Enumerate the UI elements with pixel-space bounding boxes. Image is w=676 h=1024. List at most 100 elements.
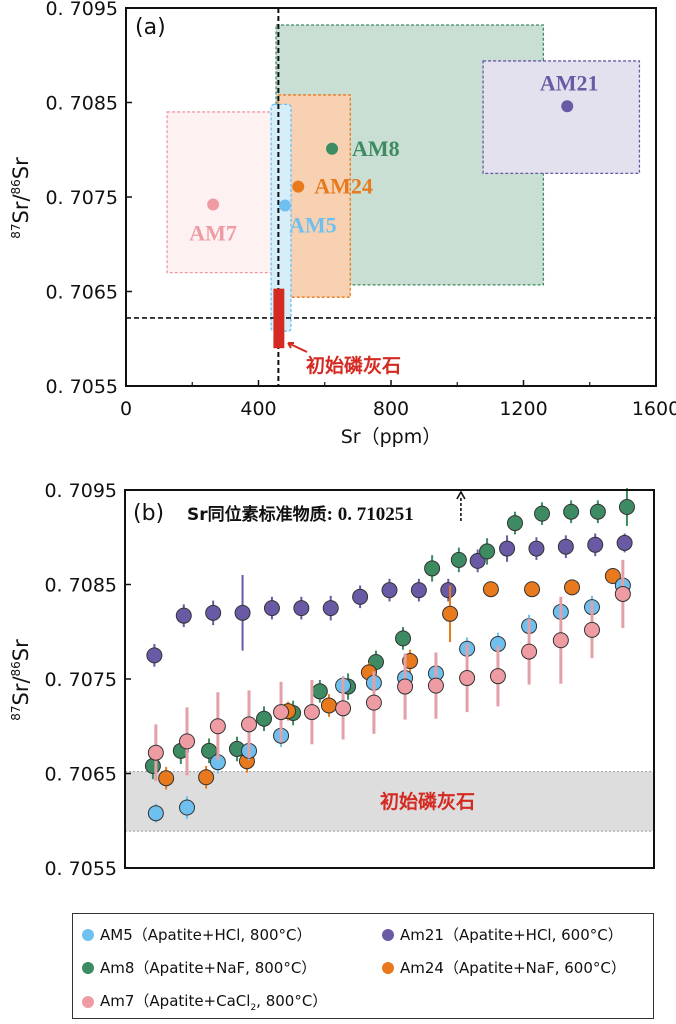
point-am24: [292, 180, 305, 193]
legend-label-post: , 800°C）: [256, 992, 328, 1010]
data-point-am7: [273, 704, 290, 721]
y-label-sup-87: 87: [9, 224, 23, 239]
legend-dot-icon: [382, 961, 394, 974]
y-tick-label: 0. 7095: [44, 480, 117, 502]
data-point-am21: [528, 540, 545, 557]
point-am8: [326, 142, 339, 155]
x-tick-label: 800: [373, 398, 409, 420]
data-point-am8: [618, 499, 635, 516]
x-axis-label: Sr（ppm）: [341, 426, 442, 448]
data-point-am24: [524, 581, 541, 598]
data-point-am5: [147, 805, 164, 822]
y-label-sup-87: 87: [9, 706, 23, 721]
panel-label: (a): [135, 15, 166, 40]
axis-ticks: 0 400 800 1200 1600 0. 7055 0. 7065 0. 7075 0. 7…: [45, 0, 676, 420]
data-point-am8: [424, 560, 441, 577]
data-point-am24: [320, 697, 337, 714]
data-point-am7: [583, 621, 600, 638]
chart-panel-b: 初始磷灰石 0. 7055 0. 7065 0. 7075 0. 7085 0. 709…: [9, 480, 655, 880]
data-point-am8: [479, 543, 496, 560]
data-point-am21: [616, 534, 633, 551]
legend-dot-icon: [82, 961, 94, 974]
data-point-am8: [506, 515, 523, 532]
initial-apatite-marker: 初始磷灰石: [287, 342, 401, 377]
legend-item-am5: AM5（Apatite+HCl, 800°C）: [82, 924, 312, 945]
legend-label: Am24（Apatite+NaF, 600°C）: [400, 959, 626, 977]
data-point-am7: [489, 668, 506, 685]
point-label-am8: AM8: [352, 136, 400, 161]
data-point-am8: [450, 551, 467, 568]
arrow-icon: [287, 342, 308, 353]
x-tick-label: 0: [120, 398, 132, 420]
data-point-am21: [175, 607, 192, 624]
point-label-am21: AM21: [540, 70, 599, 95]
point-am21: [561, 100, 574, 113]
data-point-am21: [410, 582, 427, 599]
data-point-am7: [303, 704, 320, 721]
data-point-am21: [557, 538, 574, 555]
data-point-am8: [534, 505, 551, 522]
data-point-am24: [442, 605, 459, 622]
data-point-am21: [381, 582, 398, 599]
data-point-am7: [614, 585, 631, 602]
data-point-am7: [179, 733, 196, 750]
data-point-am24: [198, 769, 215, 786]
standard-label: Sr同位素标准物质: [187, 504, 327, 525]
data-point-am24: [604, 567, 621, 584]
data-point-am7: [427, 677, 444, 694]
standard-annotation: Sr同位素标准物质: 0. 710251: [187, 504, 414, 525]
y-tick-label: 0. 7075: [44, 669, 117, 691]
data-points: [144, 488, 635, 823]
range-box-am21: [482, 60, 641, 175]
legend-label: Am7（Apatite+CaCl2, 800°C）: [100, 990, 327, 1013]
initial-apatite-bar: [273, 288, 285, 349]
chart-panel-a: AM8 AM7 AM24 AM5 AM21 0 400 800 1200 1600 0. 7055…: [9, 0, 676, 448]
legend-item-am7: Am7（Apatite+CaCl2, 800°C）: [82, 990, 327, 1013]
standard-arrow-head: [456, 490, 466, 500]
y-tick-label: 0. 7085: [44, 575, 117, 597]
data-point-am21: [587, 536, 604, 553]
data-point-am7: [459, 670, 476, 687]
data-point-am21: [263, 600, 280, 617]
y-tick-label: 0. 7065: [44, 764, 117, 786]
legend-dot-icon: [82, 995, 94, 1008]
y-tick-label: 0. 7095: [45, 0, 118, 20]
x-tick-label: 1600: [632, 398, 676, 420]
legend-item-am21: Am21（Apatite+HCl, 600°C）: [382, 924, 623, 945]
axis-ticks: 0. 7055 0. 7065 0. 7075 0. 7085 0. 7095: [44, 480, 131, 880]
data-point-am21: [440, 582, 457, 599]
point-am5: [279, 199, 291, 212]
y-axis-label: 87Sr/86Sr: [9, 639, 33, 721]
initial-apatite-label: 初始磷灰石: [306, 354, 401, 377]
y-label-sup-86: 86: [9, 661, 23, 676]
point-am7: [207, 198, 220, 211]
data-point-am8: [589, 503, 606, 520]
y-label-end: Sr: [9, 639, 33, 661]
data-point-am21: [322, 600, 339, 617]
data-point-am8: [311, 683, 328, 700]
legend-item-am8: Am8（Apatite+NaF, 800°C）: [82, 957, 316, 978]
data-point-am8: [144, 757, 161, 774]
data-point-am21: [499, 540, 516, 557]
x-tick-label: 1200: [499, 398, 547, 420]
x-tick-label: 400: [240, 398, 276, 420]
data-point-am21: [146, 647, 163, 664]
legend-label-sub: 2: [250, 1003, 257, 1013]
data-point-am7: [397, 678, 414, 695]
band-label: 初始磷灰石: [380, 790, 475, 813]
data-point-am21: [469, 552, 486, 569]
sample-points: AM8 AM7 AM24 AM5 AM21: [189, 70, 598, 245]
standard-arrow-icon: [456, 490, 466, 523]
y-label-sup-86: 86: [9, 179, 23, 194]
band-fill: [125, 771, 654, 832]
point-label-am5: AM5: [289, 213, 337, 238]
y-label-end: Sr: [9, 157, 33, 179]
point-label-am24: AM24: [314, 174, 373, 199]
data-point-am21: [234, 604, 251, 621]
legend-label: AM5（Apatite+HCl, 800°C）: [100, 926, 312, 944]
data-point-am24: [482, 581, 499, 598]
data-point-am24: [158, 770, 175, 787]
y-tick-label: 0. 7075: [45, 187, 118, 209]
y-axis-label: 87Sr/86Sr: [9, 157, 33, 239]
reference-lines: [126, 8, 656, 386]
